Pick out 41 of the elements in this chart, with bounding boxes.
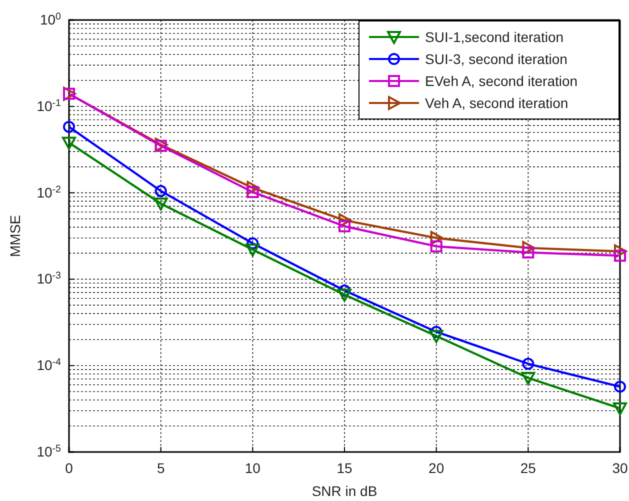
point <box>522 358 534 370</box>
legend-label: Veh A, second iteration <box>425 95 568 111</box>
point <box>338 288 352 302</box>
y-tick-label: 10$^{-2}$ <box>36 184 61 200</box>
y-tick-label: 10$^{-1}$ <box>36 97 61 114</box>
point <box>62 136 76 150</box>
x-tick-label: 25 <box>520 460 536 476</box>
point <box>430 240 442 252</box>
x-tick-label: 0 <box>65 460 74 476</box>
point <box>429 330 444 344</box>
x-tick-label: 15 <box>336 460 352 476</box>
point <box>154 198 168 211</box>
point <box>63 120 75 133</box>
point <box>614 380 626 393</box>
point <box>614 250 626 262</box>
point <box>430 230 444 245</box>
y-tick-label: 10$^{0}$ <box>40 10 62 28</box>
x-tick-label: 20 <box>428 460 444 476</box>
y-tick-label: 10$^{-3}$ <box>36 270 62 287</box>
y-tick-label: 10$^{-4}$ <box>36 356 62 374</box>
x-tick-label: 5 <box>156 460 165 476</box>
y-axis-title: MMSE <box>7 215 23 257</box>
x-axis-title: SNR in dB <box>312 483 378 499</box>
point <box>246 180 260 195</box>
x-tick-label: 30 <box>612 460 628 476</box>
legend-label: SUI-3, second iteration <box>425 51 568 67</box>
point <box>246 237 259 250</box>
point <box>522 246 534 258</box>
point <box>246 244 260 257</box>
x-tick-label: 10 <box>244 460 261 476</box>
point <box>338 213 352 228</box>
legend-label: EVeh A, second iteration <box>425 73 578 89</box>
point <box>614 244 627 258</box>
y-tick-label: 10$^{-5}$ <box>36 442 62 460</box>
point <box>613 402 627 416</box>
point <box>154 184 167 197</box>
point <box>521 372 536 385</box>
legend-label: SUI-1,second iteration <box>425 29 564 45</box>
point <box>338 220 350 232</box>
point <box>246 186 259 198</box>
point <box>522 240 536 255</box>
